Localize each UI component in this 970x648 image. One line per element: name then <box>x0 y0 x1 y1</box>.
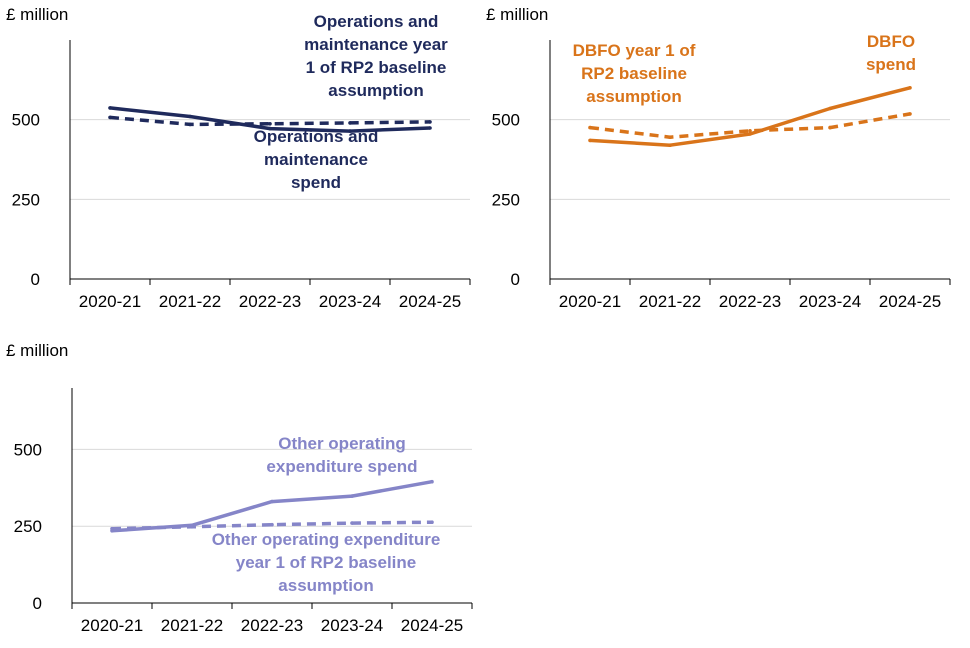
series-label: DBFO <box>867 32 915 51</box>
series-label: RP2 baseline <box>581 64 687 83</box>
series-line-baseline <box>589 112 911 139</box>
data-point <box>430 479 434 484</box>
data-point <box>270 522 274 527</box>
data-point <box>588 125 592 130</box>
chart-operations-and-maintenance: £ million 0 250 500 2020-21 2021-22 2022-23 202… <box>6 5 471 311</box>
x-tick-label: 2024-25 <box>401 616 463 635</box>
x-tick-label: 2020-21 <box>559 292 621 311</box>
chart-other-operating-expenditure: £ million 0 250 500 2020-21 2021-22 2022-23 202… <box>6 341 473 635</box>
x-tick-label: 2021-22 <box>159 292 221 311</box>
y-tick-label: 250 <box>14 517 42 536</box>
data-point <box>268 122 272 126</box>
series-label: spend <box>291 173 341 192</box>
y-tick-label: 500 <box>14 440 42 459</box>
series-label: Operations and <box>254 127 379 146</box>
x-tick-label: 2020-21 <box>79 292 141 311</box>
series-label: maintenance year <box>304 35 448 54</box>
data-point <box>348 121 352 125</box>
data-point <box>108 115 112 120</box>
data-point <box>188 122 192 127</box>
series-label: Operations and <box>314 12 439 31</box>
y-unit-label: £ million <box>486 5 548 24</box>
y-tick-label: 250 <box>12 190 40 209</box>
x-tick-label: 2024-25 <box>879 292 941 311</box>
y-tick-label: 0 <box>511 270 520 289</box>
data-point <box>828 125 832 130</box>
y-tick-label: 0 <box>33 594 42 613</box>
data-point <box>668 135 672 139</box>
series-label: assumption <box>328 81 423 100</box>
data-point <box>108 106 112 110</box>
data-point <box>348 129 352 133</box>
series-label: year 1 of RP2 baseline <box>236 553 416 572</box>
series-label: 1 of RP2 baseline <box>306 58 447 77</box>
data-point <box>110 529 114 533</box>
y-tick-label: 500 <box>12 111 40 130</box>
x-tick-label: 2020-21 <box>81 616 143 635</box>
x-tick-label: 2024-25 <box>399 292 461 311</box>
series-label: assumption <box>586 87 681 106</box>
data-point <box>270 499 274 504</box>
data-point <box>350 494 354 498</box>
series-label: spend <box>866 55 916 74</box>
x-tick-label: 2023-24 <box>321 616 383 635</box>
data-point <box>190 523 194 528</box>
x-tick-label: 2021-22 <box>161 616 223 635</box>
series-label: expenditure spend <box>266 457 417 476</box>
data-point <box>428 120 432 124</box>
x-tick-label: 2022-23 <box>241 616 303 635</box>
data-point <box>748 132 752 136</box>
data-point <box>430 520 434 524</box>
x-tick-label: 2022-23 <box>719 292 781 311</box>
series-label: DBFO year 1 of <box>573 41 696 60</box>
data-point <box>268 126 272 131</box>
chart-dbfo: £ million 0 250 500 2020-21 2021-22 2022-23 202… <box>486 5 951 311</box>
series-label: Other operating <box>278 434 406 453</box>
series-label: maintenance <box>264 150 368 169</box>
y-tick-label: 0 <box>31 270 40 289</box>
data-point <box>350 521 354 525</box>
x-tick-label: 2021-22 <box>639 292 701 311</box>
data-point <box>188 114 192 119</box>
y-tick-label: 250 <box>492 190 520 209</box>
data-point <box>748 129 752 133</box>
y-tick-label: 500 <box>492 111 520 130</box>
data-point <box>908 86 912 90</box>
data-point <box>428 126 432 130</box>
series-label: Other operating expenditure <box>212 530 441 549</box>
x-tick-label: 2023-24 <box>799 292 861 311</box>
x-tick-label: 2022-23 <box>239 292 301 311</box>
x-tick-label: 2023-24 <box>319 292 381 311</box>
y-unit-label: £ million <box>6 341 68 360</box>
data-point <box>668 143 672 147</box>
series-label: assumption <box>278 576 373 595</box>
series-line-baseline <box>109 115 431 127</box>
data-point <box>588 138 592 143</box>
y-unit-label: £ million <box>6 5 68 24</box>
data-point <box>908 112 912 116</box>
data-point <box>828 106 832 111</box>
